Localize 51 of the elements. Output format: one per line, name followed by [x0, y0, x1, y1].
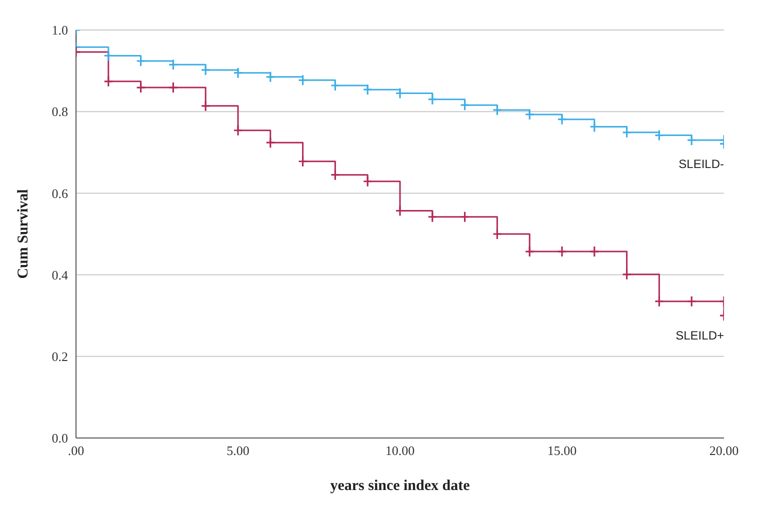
point [590, 120, 600, 132]
x-tick-label: 20.00 [709, 443, 739, 458]
point [492, 228, 502, 240]
y-axis-title: Cum Survival [15, 189, 32, 279]
point [362, 84, 372, 96]
point [622, 126, 632, 138]
point [654, 129, 664, 142]
point [524, 246, 534, 258]
point [654, 296, 664, 308]
point [200, 100, 210, 112]
x-tick-label: 5.00 [226, 443, 250, 458]
point [266, 71, 276, 83]
point [233, 124, 243, 136]
point [233, 67, 243, 79]
point [104, 50, 114, 62]
x-tick-label: 10.00 [385, 443, 415, 458]
point [330, 169, 340, 181]
series-label: SLEILD- [678, 156, 724, 171]
y-tick-label: 0.6 [52, 186, 68, 201]
point [428, 211, 438, 223]
y-tick-label: 0.8 [52, 104, 68, 120]
x-tick-label: 15.00 [547, 443, 577, 458]
point [557, 114, 567, 126]
point [200, 64, 210, 76]
point [362, 176, 372, 188]
point [460, 99, 470, 111]
point [168, 82, 178, 94]
point [590, 246, 600, 258]
point [686, 296, 696, 308]
point [298, 156, 308, 168]
point [460, 211, 470, 223]
point [428, 94, 438, 106]
point [136, 82, 146, 94]
y-tick-label: 1.0 [52, 22, 68, 38]
y-tick-label: 0.2 [52, 349, 68, 364]
point [557, 246, 567, 258]
point [330, 80, 340, 92]
point [686, 134, 696, 146]
point [266, 136, 276, 148]
x-tick-label: .00 [68, 443, 84, 458]
y-tick-label: 0.4 [52, 267, 68, 282]
point [104, 76, 114, 88]
x-axis-title: years since index date [330, 478, 470, 494]
point [524, 108, 534, 120]
point [298, 74, 308, 86]
point [622, 268, 632, 280]
y-tick-label: 0.0 [52, 430, 68, 446]
point [136, 55, 146, 67]
point [492, 104, 502, 116]
series-label: SLEILD+ [676, 328, 724, 343]
point [168, 58, 178, 70]
